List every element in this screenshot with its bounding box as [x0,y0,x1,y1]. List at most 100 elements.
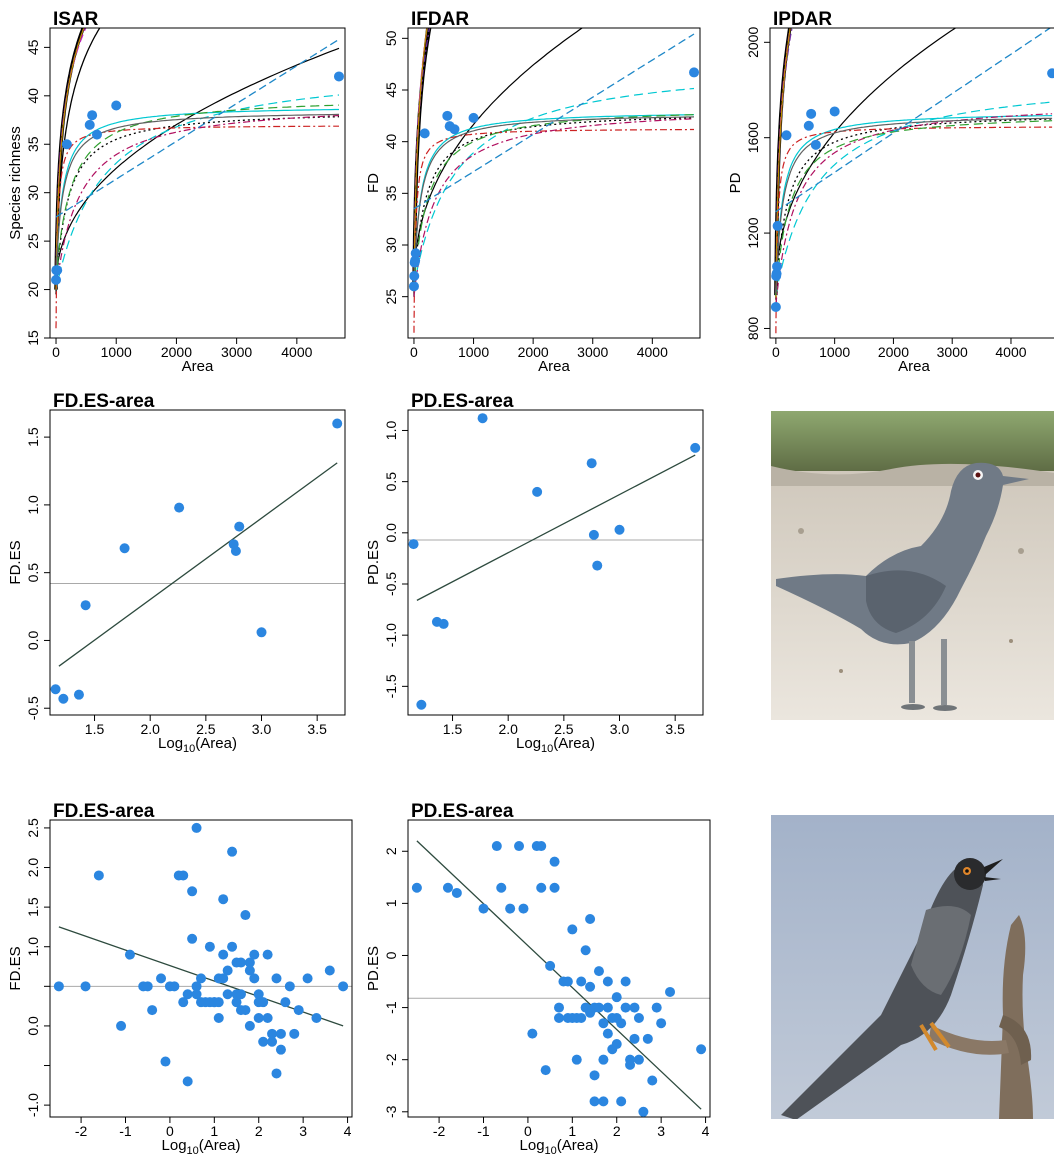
data-point [191,981,202,992]
data-point [178,997,189,1008]
model-curve [55,125,339,329]
data-point [271,973,282,984]
data-point [527,1028,538,1039]
model-curve [413,128,694,333]
data-point [408,539,419,550]
y-tick-label: 1.5 [25,427,41,447]
data-point [545,960,556,971]
y-tick-label: -0.5 [25,696,41,720]
data-point [593,966,604,977]
model-curve [775,28,791,298]
data-point [271,1068,282,1079]
y-tick-label: 1.0 [25,937,41,957]
data-point [244,1020,255,1031]
data-point [231,997,242,1008]
data-point [580,945,591,956]
chart-fdes1: FD.ES-area 1.5 2.0 2.5 3.0 3.5 -0.5 0.0 0.5 1.0 1.… [7,391,346,755]
data-point [536,882,547,893]
data-point [160,1056,171,1067]
model-curve [55,94,340,290]
data-point [182,1076,193,1087]
data-point [690,442,701,453]
model-curve [55,38,340,218]
x-tick-label: 4 [344,1123,352,1139]
data-point [227,846,238,857]
data-point [311,1013,322,1023]
model-curve [413,28,431,287]
data-point [227,941,238,952]
y-tick-label: 0.0 [25,1016,41,1036]
data-point [611,992,622,1003]
x-tick-label: 3.0 [610,721,630,737]
model-curve [413,116,695,282]
x-axis-label: Log10(Area) [516,735,595,755]
y-tick-label: 0.0 [383,523,399,543]
x-tick-label: -2 [75,1123,88,1139]
x-tick-label: -1 [477,1123,490,1139]
chart-pdes2: PD.ES-area -2 -1 0 1 2 3 4 -3 -2 -1 0 1 2 Log10(Area) P… [365,801,711,1157]
model-curve [55,28,85,290]
data-point [602,1028,613,1039]
model-curve [775,101,1053,296]
panel-pdes1: PD.ES-area 1.5 2.0 2.5 3.0 3.5 -1.5 -1.0 -0.5 0.0… [358,385,718,765]
x-axis-label: Area [182,358,214,375]
y-tick-label: 1.0 [25,495,41,515]
y-tick-label: 25 [383,289,399,305]
data-point [589,1070,600,1081]
model-curve [413,33,695,210]
y-axis-label: FD [365,173,382,193]
y-tick-label: -3 [383,1105,399,1118]
data-point [275,1044,286,1055]
data-point [806,108,817,119]
model-curve [775,118,1053,296]
y-axis-label: PD [727,172,744,193]
data-point [213,997,224,1008]
y-tick-label: 20 [25,282,41,298]
data-point [240,910,251,921]
x-tick-label: 1.5 [85,721,105,737]
x-tick-label: 4000 [637,344,668,360]
y-axis-label: FD.ES [7,946,24,990]
data-point [218,973,229,984]
data-point [196,973,206,984]
data-point [656,1018,667,1029]
data-point [191,989,202,1000]
plot-area [412,28,695,333]
y-tick-label: 15 [25,330,41,346]
data-point [169,981,180,992]
data-point [589,1096,600,1107]
y-tick-label: 2000 [745,27,761,58]
data-point [338,981,349,992]
data-point [280,997,291,1008]
x-tick-label: 1000 [819,344,850,360]
data-point [451,887,462,898]
regression-line [58,462,338,667]
y-tick-label: -2 [383,1053,399,1066]
y-tick-label: 0.0 [25,631,41,651]
y-tick-label: -1 [383,1001,399,1014]
y-tick-label: 25 [25,233,41,249]
data-point [442,110,453,121]
data-point [598,1054,609,1065]
panel-fdes1: FD.ES-area 1.5 2.0 2.5 3.0 3.5 -0.5 0.0 0.5 1.0 1.… [0,385,360,765]
data-point [87,110,98,121]
y-tick-label: 1 [383,899,399,907]
data-point [598,1018,609,1029]
y-tick-label: -1.0 [383,623,399,647]
chart-title: FD.ES-area [53,391,155,412]
data-point [275,1028,286,1039]
data-point [549,856,560,867]
x-tick-label: 3000 [937,344,968,360]
chart-ifdar: IFDAR 0 1000 2000 3000 4000 25 30 35 40 45 50 Area FD [365,9,701,375]
plot-frame [769,27,1054,339]
data-point [111,100,122,111]
plot-frame [49,27,346,339]
y-tick-label: 2.5 [25,818,41,838]
data-point [562,976,573,987]
model-curve [55,28,87,280]
chart-fdes2: FD.ES-area -2 -1 0 1 2 3 4 -1.0 0.0 1.0 1.5 2.0 2.5 Lo… [7,801,353,1157]
data-point [647,1075,658,1086]
data-point [770,302,781,312]
data-point [616,1096,627,1107]
model-curve [413,28,428,282]
